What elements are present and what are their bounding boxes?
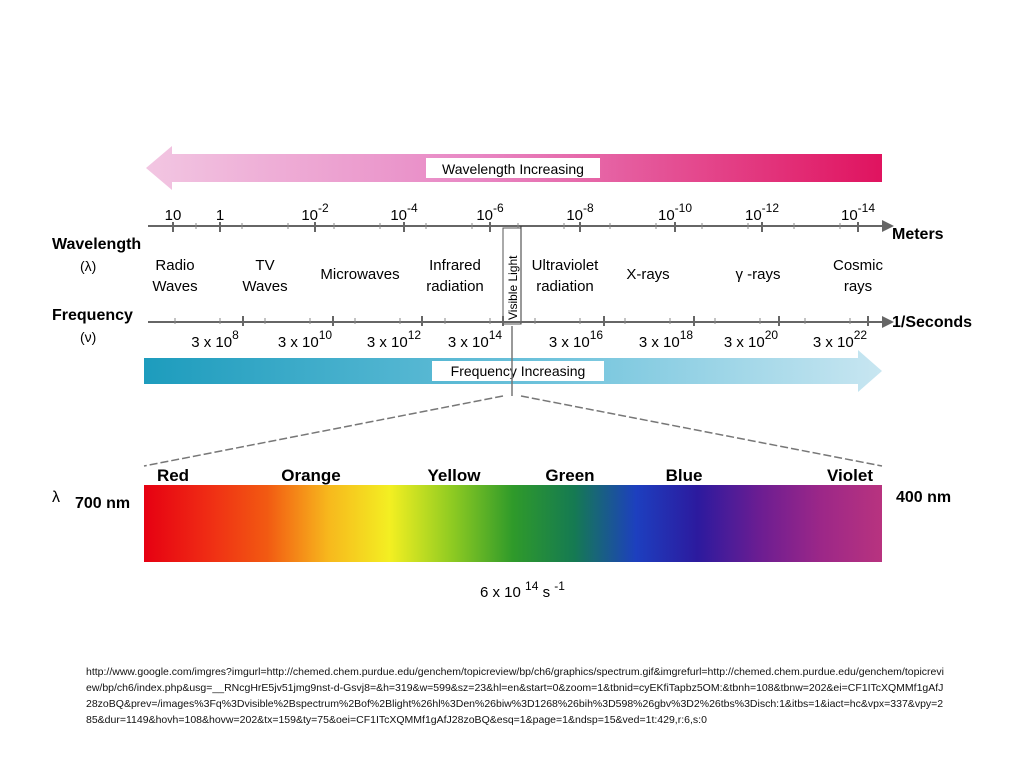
wavelength-tick-label: 10-12 [745, 201, 779, 224]
wavelength-axis: 10 1 10-2 10-4 10-6 10-8 10-10 10-12 10-14 Wavel… [52, 201, 944, 274]
region-label-line2: Waves [152, 278, 197, 295]
visible-frequency-unit: s [543, 584, 551, 601]
wavelength-400nm: 400 nm [896, 489, 951, 506]
visible-expansion-lines [143, 326, 883, 467]
frequency-tick-label: 3 x 1014 [448, 328, 503, 351]
wavelength-tick-label: 10-10 [658, 201, 692, 224]
wavelength-tick-label: 10-8 [566, 201, 594, 224]
wavelength-symbol: (λ) [80, 258, 96, 274]
electromagnetic-spectrum-diagram: Wavelength Increasing 10 1 10-2 10-4 10-6 10-… [52, 146, 972, 601]
tick-base: 3 x 10 [639, 334, 680, 351]
tick-exponent: 10 [319, 328, 333, 342]
tick-exponent: -14 [858, 201, 876, 215]
tick-base: 10 [476, 207, 493, 224]
visible-frequency-unit-exp: -1 [554, 579, 565, 593]
tick-exponent: -10 [675, 201, 693, 215]
tick-base: 10 [566, 207, 583, 224]
tick-exponent: -12 [762, 201, 780, 215]
tick-exponent: -2 [318, 201, 329, 215]
region-label-line2: radiation [426, 278, 484, 295]
wavelength-tick-label: 10-6 [476, 201, 504, 224]
tick-exponent: 8 [232, 328, 239, 342]
tick-exponent: -8 [583, 201, 594, 215]
wavelength-unit: Meters [892, 226, 944, 243]
wavelength-increasing-arrow: Wavelength Increasing [146, 146, 882, 190]
wavelength-700nm: 700 nm [75, 495, 130, 512]
tick-base: 10 [165, 207, 182, 224]
wavelength-label: Wavelength [52, 236, 141, 253]
frequency-symbol: (ν) [80, 329, 96, 345]
spectrum-color-names: Red Orange Yellow Green Blue Violet [157, 466, 873, 485]
tick-exponent: 20 [765, 328, 779, 342]
region-label-line1: TV [255, 257, 274, 274]
frequency-tick-labels: 3 x 108 3 x 1010 3 x 1012 3 x 1014 3 x 1016 3… [174, 316, 869, 351]
color-name-label: Yellow [428, 466, 482, 485]
frequency-arrow-label: Frequency Increasing [451, 363, 586, 379]
frequency-tick-label: 3 x 1016 [549, 328, 604, 351]
tick-base: 3 x 10 [549, 334, 590, 351]
frequency-tick-label: 3 x 1012 [367, 328, 422, 351]
frequency-tick-label: 3 x 1020 [724, 328, 779, 351]
lambda-symbol: λ [52, 489, 60, 506]
wavelength-tick-label: 10-4 [390, 201, 418, 224]
region-label-line2: rays [844, 278, 872, 295]
color-name-label: Green [545, 466, 594, 485]
tick-base: 10 [390, 207, 407, 224]
tick-base: 3 x 10 [191, 334, 232, 351]
frequency-increasing-arrow: Frequency Increasing [144, 350, 882, 392]
color-name-label: Orange [281, 466, 341, 485]
frequency-tick-label: 3 x 1018 [639, 328, 694, 351]
frequency-axis: 3 x 108 3 x 1010 3 x 1012 3 x 1014 3 x 1016 3… [52, 307, 972, 351]
frequency-tick-label: 3 x 1010 [278, 328, 333, 351]
wavelength-tick-labels: 10 1 10-2 10-4 10-6 10-8 10-10 10-12 10-14 [165, 201, 875, 232]
tick-exponent: 22 [854, 328, 868, 342]
frequency-tick-label: 3 x 1022 [813, 328, 868, 351]
tick-exponent: 14 [489, 328, 503, 342]
source-url-text: http://www.google.com/imgres?imgurl=http… [86, 666, 944, 726]
region-label-line1: Infrared [429, 257, 481, 274]
tick-base: 3 x 10 [278, 334, 319, 351]
region-label-line2: radiation [536, 278, 594, 295]
tick-exponent: 12 [408, 328, 422, 342]
region-label-line1: γ -rays [736, 266, 781, 283]
region-label-line1: Cosmic [833, 257, 884, 274]
visible-frequency-base: 6 x 10 [480, 584, 521, 601]
tick-exponent: -4 [407, 201, 418, 215]
frequency-label: Frequency [52, 307, 133, 324]
tick-base: 10 [841, 207, 858, 224]
frequency-tick-label: 3 x 108 [191, 328, 239, 351]
region-label-line1: Radio [155, 257, 194, 274]
tick-exponent: -6 [493, 201, 504, 215]
tick-exponent: 18 [680, 328, 694, 342]
tick-base: 3 x 10 [448, 334, 489, 351]
color-name-label: Violet [827, 466, 873, 485]
wavelength-arrow-label: Wavelength Increasing [442, 161, 584, 177]
frequency-unit: 1/Seconds [892, 314, 972, 331]
visible-light-label: Visible Light [506, 255, 520, 320]
wavelength-tick-label: 10 [165, 207, 182, 224]
color-name-label: Red [157, 466, 189, 485]
spectrum-region-labels: Radio Waves TV Waves Microwaves Infrared radia… [152, 257, 883, 295]
visible-frequency: 6 x 10 14 s -1 [480, 577, 565, 601]
tick-exponent: 16 [590, 328, 604, 342]
tick-base: 10 [658, 207, 675, 224]
region-label-line1: X-rays [626, 266, 669, 283]
color-name-label: Blue [666, 466, 703, 485]
tick-base: 10 [301, 207, 318, 224]
visible-spectrum-bar [144, 485, 882, 562]
tick-base: 3 x 10 [724, 334, 765, 351]
tick-base: 10 [745, 207, 762, 224]
tick-base: 1 [216, 207, 224, 224]
region-label-line1: Ultraviolet [532, 257, 600, 274]
wavelength-tick-label: 1 [216, 207, 224, 224]
visible-spectrum: Red Orange Yellow Green Blue Violet λ 700 nm … [52, 466, 951, 601]
tick-base: 3 x 10 [813, 334, 854, 351]
tick-base: 3 x 10 [367, 334, 408, 351]
region-label-line1: Microwaves [320, 266, 399, 283]
wavelength-tick-label: 10-2 [301, 201, 329, 224]
visible-frequency-exp: 14 [525, 579, 539, 593]
visible-light-band: Visible Light [502, 226, 522, 325]
region-label-line2: Waves [242, 278, 287, 295]
wavelength-tick-label: 10-14 [841, 201, 875, 224]
